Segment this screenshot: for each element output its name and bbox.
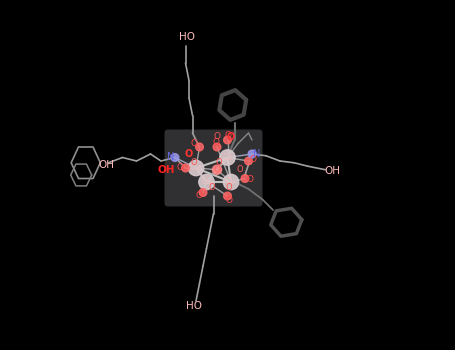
Text: HO: HO xyxy=(186,301,202,311)
Circle shape xyxy=(241,175,249,182)
Text: O: O xyxy=(237,165,243,174)
Text: O: O xyxy=(191,158,197,167)
Circle shape xyxy=(212,165,222,174)
Text: O: O xyxy=(191,139,198,148)
Text: N: N xyxy=(167,153,174,162)
Text: O: O xyxy=(227,132,235,141)
Text: Cu: Cu xyxy=(222,153,233,162)
Circle shape xyxy=(199,174,214,190)
Circle shape xyxy=(220,150,235,165)
Circle shape xyxy=(188,160,204,176)
Text: Cu: Cu xyxy=(202,177,212,187)
Text: O: O xyxy=(213,132,221,141)
Text: O: O xyxy=(225,131,232,140)
Circle shape xyxy=(223,174,239,190)
Text: OH: OH xyxy=(99,160,115,169)
Text: O: O xyxy=(213,138,220,147)
Text: O: O xyxy=(249,155,257,164)
Text: O: O xyxy=(196,191,203,201)
Text: O: O xyxy=(185,149,193,159)
Text: O: O xyxy=(226,196,233,205)
Text: O: O xyxy=(208,183,215,192)
Circle shape xyxy=(196,143,203,151)
Text: N: N xyxy=(253,149,260,159)
Text: HO: HO xyxy=(179,32,195,42)
Text: Cu: Cu xyxy=(226,177,236,187)
Circle shape xyxy=(224,192,231,200)
Text: O: O xyxy=(213,165,221,174)
Text: Cu: Cu xyxy=(191,163,201,173)
Circle shape xyxy=(245,157,253,165)
Circle shape xyxy=(248,150,256,158)
Circle shape xyxy=(213,143,221,151)
Circle shape xyxy=(224,136,231,144)
Text: OH: OH xyxy=(324,167,340,176)
Text: O: O xyxy=(246,175,253,184)
Circle shape xyxy=(182,164,189,172)
Text: OH: OH xyxy=(157,165,175,175)
Text: O: O xyxy=(177,163,183,173)
Circle shape xyxy=(199,189,207,196)
FancyBboxPatch shape xyxy=(165,130,263,206)
Text: O: O xyxy=(226,183,233,192)
Text: O: O xyxy=(215,158,222,167)
Circle shape xyxy=(171,154,179,161)
